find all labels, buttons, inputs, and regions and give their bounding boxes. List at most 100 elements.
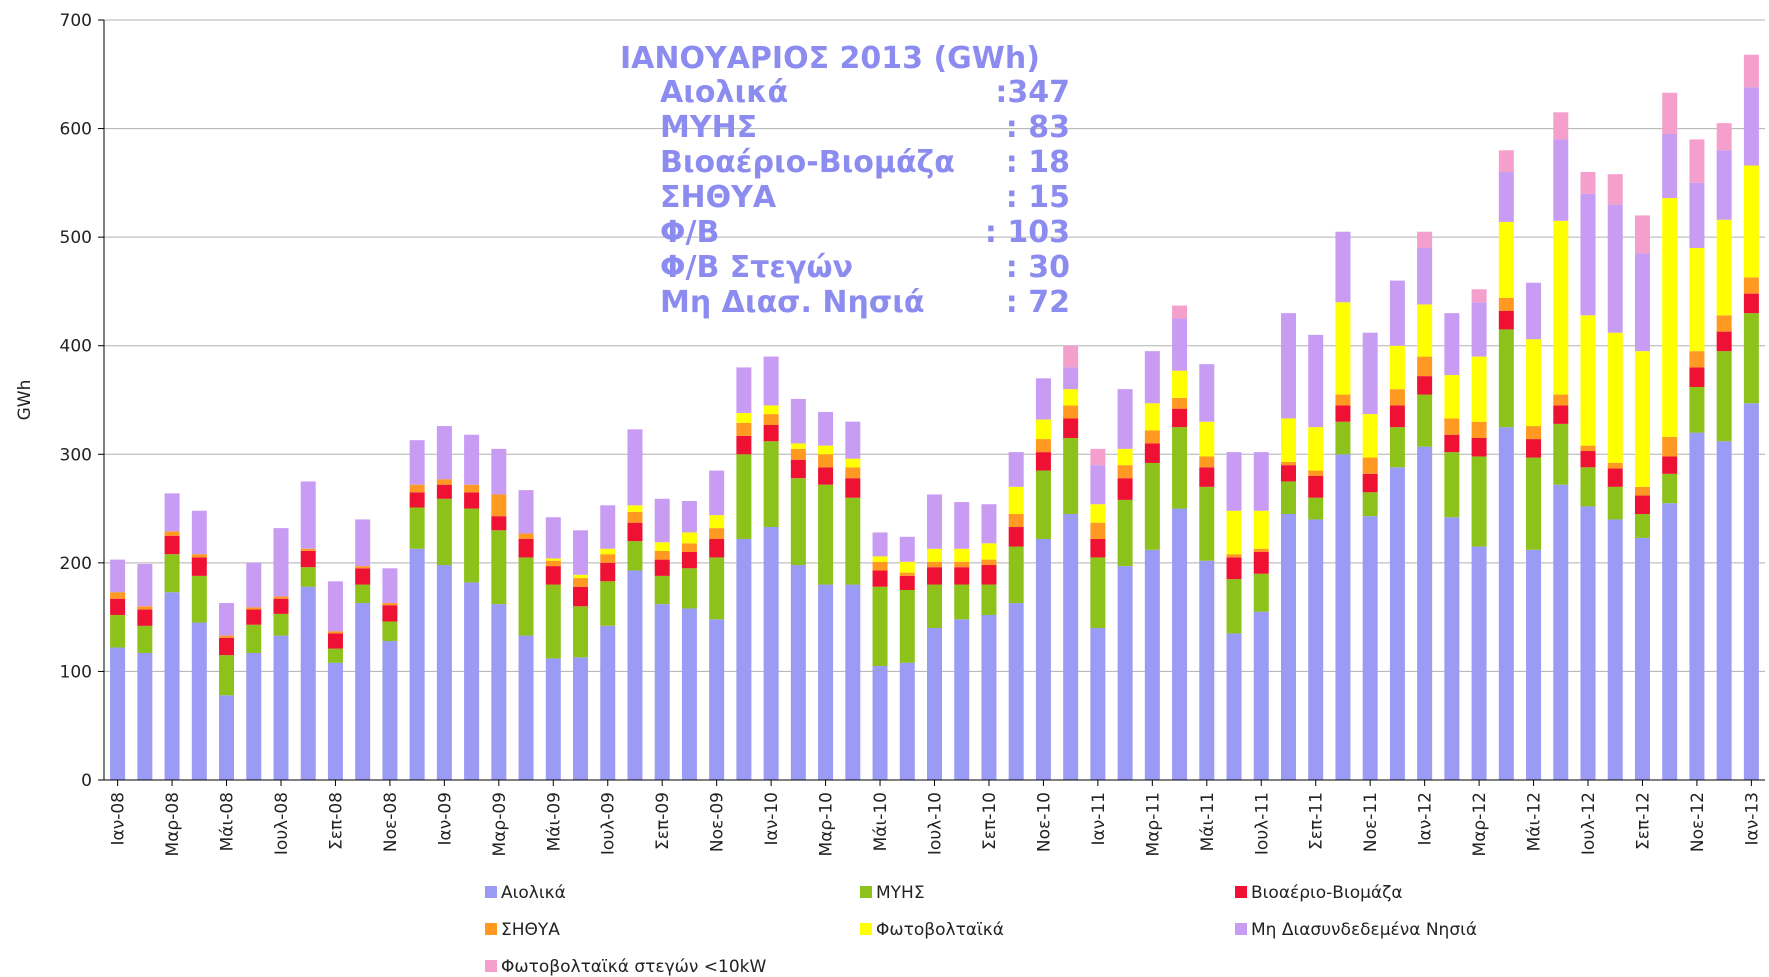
bar-segment (954, 584, 970, 620)
bar-segment (1063, 367, 1079, 390)
bar-segment (1117, 389, 1133, 449)
bar-segment (1253, 510, 1269, 549)
bar-segment (1553, 405, 1569, 424)
bar-segment (1226, 557, 1242, 580)
bar-segment (300, 548, 316, 551)
bar-segment (1090, 504, 1106, 523)
bar-segment (709, 557, 725, 620)
bar-segment (681, 552, 697, 569)
bar-segment (1090, 538, 1106, 558)
bar-segment (1716, 315, 1732, 332)
bar-segment (573, 657, 589, 780)
bar-segment (1634, 537, 1650, 780)
bar-segment (954, 567, 970, 585)
bar-segment (736, 454, 752, 539)
bar-segment (1172, 305, 1188, 319)
bar-segment (464, 492, 480, 509)
x-tick-label: Σεπ-11 (1307, 792, 1327, 850)
bar-segment (872, 556, 888, 562)
bar-segment (1526, 282, 1542, 340)
bar-segment (1308, 497, 1324, 520)
bar-segment (1063, 514, 1079, 780)
bar-segment (573, 606, 589, 658)
bar-segment (1172, 397, 1188, 409)
y-tick-label: 0 (81, 771, 92, 791)
bar-segment (1498, 172, 1514, 222)
bar-segment (899, 561, 915, 573)
bar-segment (1417, 394, 1433, 447)
bar-segment (545, 658, 561, 780)
bar-segment (1662, 503, 1678, 780)
bar-segment (1553, 484, 1569, 780)
bar-segment (327, 648, 343, 663)
bar-segment (790, 565, 806, 780)
bar-segment (927, 561, 942, 568)
annotation-title: ΙΑΝΟΥΑΡΙΟΣ 2013 (GWh) (620, 41, 1040, 76)
bar-segment (1253, 611, 1269, 780)
bar-segment (1716, 150, 1732, 220)
bar-segment (573, 574, 589, 579)
bar-segment (763, 356, 779, 406)
bar-segment (845, 478, 861, 498)
x-tick-label: Νοε-11 (1361, 792, 1381, 852)
bar-segment (954, 619, 970, 780)
bar-segment (845, 458, 861, 468)
bar-segment (1335, 421, 1351, 455)
bar-segment (1607, 174, 1623, 205)
bar-segment (1090, 522, 1106, 539)
bar-segment (1607, 468, 1623, 487)
bar-segment (1008, 546, 1024, 604)
legend-label: Φωτοβολταϊκά στεγών <10kW (501, 957, 767, 977)
bar-segment (1226, 452, 1242, 511)
bar-segment (1498, 427, 1514, 780)
bar-segment (1526, 339, 1542, 427)
bar-segment (627, 541, 643, 571)
bar-segment (1035, 470, 1051, 539)
bar-segment (1280, 418, 1296, 462)
bar-segment (409, 548, 425, 780)
annotation-value: : 30 (1006, 250, 1070, 285)
x-tick-label: Ιουλ-10 (926, 792, 946, 855)
bar-segment (246, 624, 262, 653)
bar-segment (1335, 405, 1351, 422)
x-tick-label: Μάι-12 (1525, 792, 1545, 851)
bar-segment (1444, 418, 1460, 435)
x-tick-label: Νοε-09 (708, 792, 728, 852)
bar-segment (1580, 315, 1596, 446)
x-tick-label: Ιαν-09 (435, 792, 455, 845)
bar-segment (1662, 436, 1678, 457)
bar-segment (1199, 421, 1215, 457)
bar-segment (1035, 419, 1051, 440)
bar-segment (899, 575, 915, 590)
bar-segment (681, 568, 697, 609)
bar-segment (327, 662, 343, 780)
bar-segment (1308, 427, 1324, 471)
bar-segment (1308, 470, 1324, 476)
bar-segment (899, 536, 915, 562)
bar-segment (1526, 439, 1542, 458)
bar-segment (300, 481, 316, 549)
x-tick-label: Ιουλ-11 (1252, 792, 1272, 855)
bar-segment (790, 478, 806, 566)
bar-segment (164, 493, 180, 532)
bar-segment (600, 554, 616, 563)
x-tick-label: Μαρ-10 (817, 792, 837, 856)
legend-swatch (1235, 923, 1247, 935)
bar-segment (1607, 462, 1623, 469)
bar-segment (436, 426, 452, 480)
bar-segment (845, 497, 861, 585)
bar-segment (600, 581, 616, 626)
bar-segment (1662, 473, 1678, 504)
bar-segment (927, 567, 942, 585)
bar-segment (219, 637, 235, 656)
bar-segment (1362, 414, 1378, 458)
bar-segment (1634, 514, 1650, 538)
bar-segment (981, 543, 997, 560)
bar-segment (1689, 248, 1705, 352)
bar-segment (1526, 457, 1542, 550)
x-tick-label: Σεπ-08 (326, 792, 346, 850)
bar-segment (273, 613, 289, 636)
bar-segment (1117, 465, 1133, 479)
bar-segment (436, 479, 452, 485)
bar-segment (1063, 389, 1079, 406)
